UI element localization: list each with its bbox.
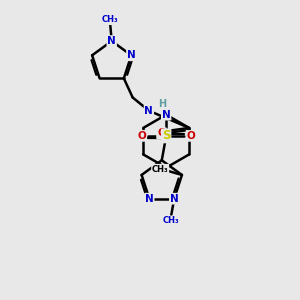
Text: N: N	[107, 36, 116, 46]
Text: N: N	[145, 106, 153, 116]
Text: CH₃: CH₃	[163, 216, 180, 225]
Text: N: N	[145, 194, 154, 204]
Text: H: H	[158, 99, 166, 109]
Text: N: N	[170, 194, 178, 204]
Text: N: N	[127, 50, 136, 60]
Text: N: N	[162, 110, 171, 120]
Text: CH₃: CH₃	[152, 165, 169, 174]
Text: O: O	[187, 131, 195, 141]
Text: O: O	[137, 131, 146, 141]
Text: O: O	[157, 128, 166, 138]
Text: CH₃: CH₃	[102, 15, 119, 24]
Text: S: S	[162, 129, 170, 142]
